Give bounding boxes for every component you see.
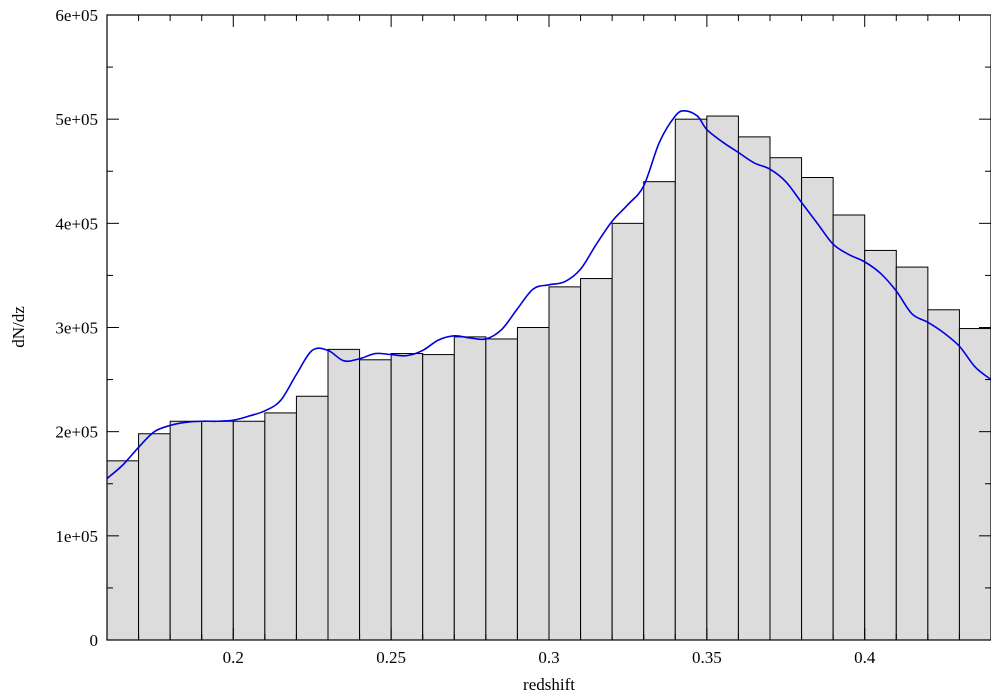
x-tick-label: 0.4 (854, 648, 876, 667)
x-tick-labels: 0.2 0.25 0.3 0.35 0.4 (223, 648, 876, 667)
histogram-bar (548, 286, 582, 640)
x-tick-label: 0.25 (376, 648, 406, 667)
y-tick-labels: 0 1e+05 2e+05 3e+05 4e+05 5e+05 6e+05 (55, 6, 98, 650)
histogram-bar (611, 222, 645, 640)
y-axis-label: dN/dz (9, 306, 28, 348)
histogram-bar (422, 354, 455, 640)
histogram-bar (201, 420, 234, 640)
histogram-bar (801, 177, 834, 640)
histogram-bar (295, 395, 329, 640)
y-tick-label: 6e+05 (55, 6, 98, 25)
y-tick-label: 5e+05 (55, 110, 98, 129)
axis-ticks (107, 14, 991, 641)
y-tick-label: 4e+05 (55, 214, 98, 233)
histogram-bar (832, 214, 866, 640)
histogram-bar (232, 420, 266, 640)
x-tick-label: 0.2 (223, 648, 244, 667)
x-axis-label: redshift (523, 675, 575, 694)
y-tick-label: 3e+05 (55, 319, 98, 338)
histogram-bar (390, 353, 424, 640)
histogram-bar (864, 249, 897, 640)
y-tick-label: 2e+05 (55, 423, 98, 442)
histogram-bar (138, 433, 171, 640)
histogram-bar (453, 336, 487, 640)
histogram-bar (769, 157, 803, 640)
x-tick-label: 0.3 (538, 648, 559, 667)
x-tick-label: 0.35 (692, 648, 722, 667)
histogram-bars (107, 115, 991, 640)
histogram-bar (674, 118, 708, 640)
histogram-bar (958, 328, 991, 640)
histogram-bar (927, 309, 960, 640)
y-tick-label: 1e+05 (55, 527, 98, 546)
histogram-bar (580, 278, 613, 640)
histogram-bar (107, 460, 140, 640)
histogram-bar (327, 348, 361, 640)
histogram-bar (516, 327, 550, 640)
density-curve (107, 110, 991, 480)
histogram-bar (359, 359, 392, 640)
histogram-bar (264, 412, 297, 640)
histogram-bar (169, 420, 203, 640)
histogram-bar (895, 266, 929, 640)
y-tick-label: 0 (90, 631, 99, 650)
histogram-bar (737, 136, 771, 640)
histogram-bar (643, 181, 676, 640)
histogram-bar (706, 115, 739, 640)
histogram-bar (485, 338, 518, 640)
